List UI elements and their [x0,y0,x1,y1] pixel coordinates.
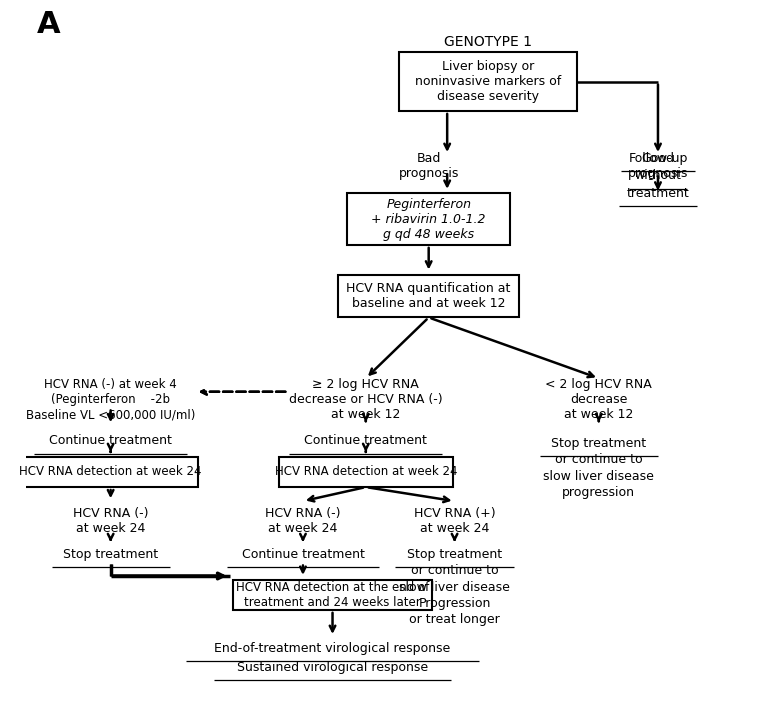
Text: HCV RNA detection at week 24: HCV RNA detection at week 24 [19,465,202,478]
Text: ≥ 2 log HCV RNA
decrease or HCV RNA (-)
at week 12: ≥ 2 log HCV RNA decrease or HCV RNA (-) … [289,378,442,421]
FancyBboxPatch shape [24,457,197,487]
Text: slow liver disease: slow liver disease [544,470,654,483]
Text: HCV RNA detection at the end of
treatment and 24 weeks later: HCV RNA detection at the end of treatmen… [236,581,429,609]
FancyBboxPatch shape [399,52,577,111]
Text: treatment: treatment [627,187,690,200]
Text: without: without [634,170,681,183]
Text: HCV RNA (-)
at week 24: HCV RNA (-) at week 24 [265,507,341,535]
Text: or continue to: or continue to [555,453,643,466]
Text: HCV RNA detection at week 24: HCV RNA detection at week 24 [275,465,457,478]
Text: Continue treatment: Continue treatment [49,434,172,447]
FancyBboxPatch shape [338,276,519,318]
Text: Sustained virological response: Sustained virological response [237,660,428,674]
FancyBboxPatch shape [347,194,510,245]
Text: progression: progression [562,486,635,499]
Text: Stop treatment: Stop treatment [407,548,502,561]
Text: HCV RNA (+)
at week 24: HCV RNA (+) at week 24 [414,507,495,535]
Text: HCV RNA (-)
at week 24: HCV RNA (-) at week 24 [73,507,148,535]
Text: HCV RNA quantification at
baseline and at week 12: HCV RNA quantification at baseline and a… [346,283,511,310]
Text: A: A [37,10,61,39]
Text: GENOTYPE 1: GENOTYPE 1 [444,35,532,49]
Text: Progression: Progression [419,597,491,610]
Text: Liver biopsy or
noninvasive markers of
disease severity: Liver biopsy or noninvasive markers of d… [415,60,561,103]
Text: or treat longer: or treat longer [409,613,500,626]
Text: End-of-treatment virological response: End-of-treatment virological response [214,642,451,655]
Text: Peginterferon
+ ribavirin 1.0-1.2
g qd 48 weeks: Peginterferon + ribavirin 1.0-1.2 g qd 4… [372,198,486,241]
FancyBboxPatch shape [279,457,452,487]
Text: Good
prognosis: Good prognosis [627,152,688,180]
Text: Continue treatment: Continue treatment [304,434,427,447]
Text: Stop treatment: Stop treatment [551,436,647,450]
Text: or continue to: or continue to [411,564,498,577]
Text: HCV RNA (-) at week 4
(Peginterferon    -2b
Baseline VL <600,000 IU/ml): HCV RNA (-) at week 4 (Peginterferon -2b… [26,378,195,421]
Text: Stop treatment: Stop treatment [63,548,158,561]
FancyBboxPatch shape [233,579,432,610]
Text: slow liver disease: slow liver disease [399,581,510,594]
Text: Bad
prognosis: Bad prognosis [399,152,458,180]
Text: Follow-up: Follow-up [628,152,687,165]
Text: < 2 log HCV RNA
decrease
at week 12: < 2 log HCV RNA decrease at week 12 [545,378,652,421]
Text: Continue treatment: Continue treatment [241,548,364,561]
